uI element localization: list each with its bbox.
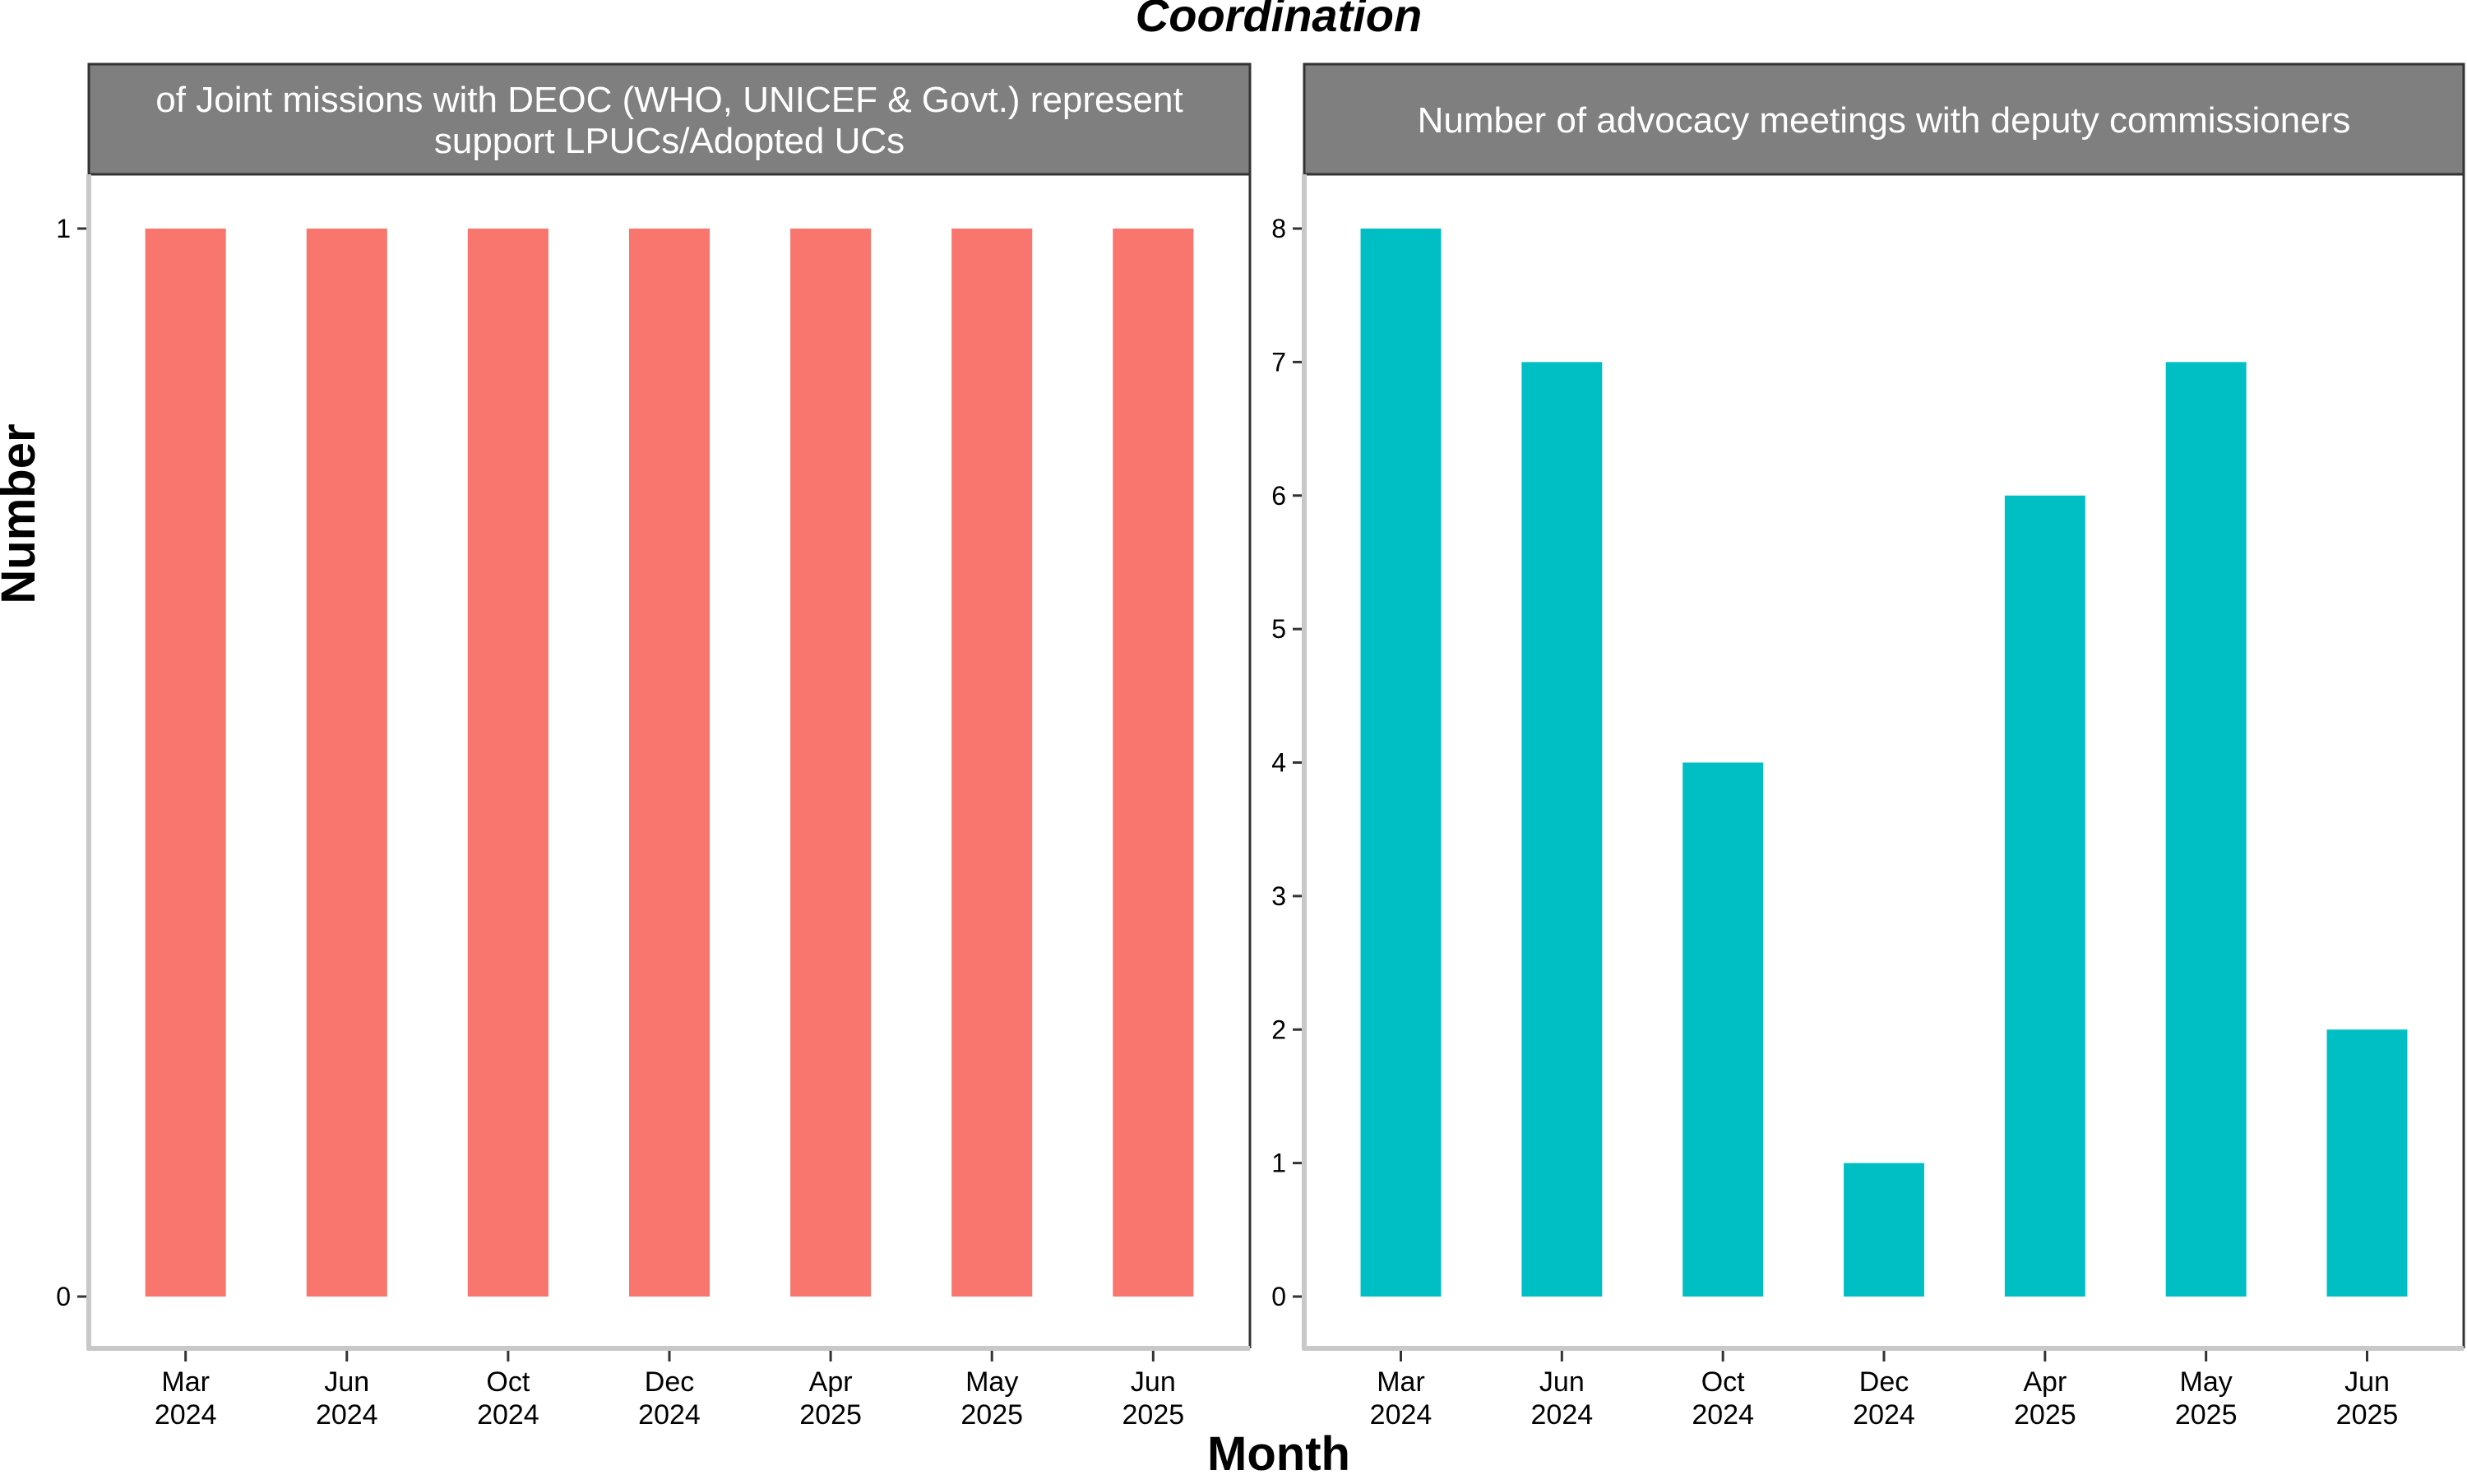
panel-1-x-tick-label-year: 2024 <box>638 1399 701 1431</box>
panel-1-x-tick-label-month: Oct <box>486 1366 530 1398</box>
panel-1-x-tick-label-month: Dec <box>645 1366 694 1398</box>
panel-1-x-tick-label-month: Apr <box>809 1366 853 1398</box>
panel-2-x-tick-label-month: Apr <box>2023 1366 2067 1398</box>
panel-1-bar <box>628 229 710 1297</box>
panel-1-bar <box>1113 229 1194 1297</box>
panel-2-y-tick-label: 6 <box>1271 481 1286 511</box>
panel-1-x-tick-label-year: 2025 <box>1122 1399 1185 1431</box>
panel-2-x-tick-label-month: Dec <box>1859 1366 1909 1398</box>
panel-1-x-tick-label-year: 2024 <box>155 1399 217 1431</box>
panel-2-x-tick-label-month: Mar <box>1377 1366 1425 1398</box>
panel-2-x-tick-label-year: 2024 <box>1692 1399 1754 1431</box>
chart-title: Coordination <box>1136 0 1422 41</box>
panel-1-bar <box>951 229 1033 1297</box>
panel-1-x-tick-label-month: Jun <box>1131 1366 1176 1398</box>
panel-1-strip-line-1: of Joint missions with DEOC (WHO, UNICEF… <box>155 80 1183 120</box>
panel-2-x-tick-label-month: Jun <box>1539 1366 1585 1398</box>
panel-2-x-tick-label-month: Jun <box>2344 1366 2390 1398</box>
panel-2-x-tick-label-year: 2024 <box>1370 1399 1433 1431</box>
panel-2-bar <box>2326 1029 2408 1297</box>
panel-2-x-tick-label-year: 2025 <box>2014 1399 2076 1431</box>
panel-2-x-tick-label-year: 2024 <box>1531 1399 1594 1431</box>
panel-1-strip-line-2: support LPUCs/Adopted UCs <box>434 121 905 161</box>
panel-2-y-tick-label: 4 <box>1271 748 1286 778</box>
panel-1-x-tick-label-year: 2025 <box>960 1399 1023 1431</box>
panel-1-strip <box>87 62 1252 176</box>
panel-2-x-tick-label-year: 2025 <box>2175 1399 2238 1431</box>
panel-2-bar <box>1682 762 1764 1297</box>
panel-1-x-tick-label-month: May <box>965 1366 1018 1398</box>
y-axis-title: Number <box>0 423 45 603</box>
panel-1-x-tick-label-month: Jun <box>324 1366 369 1398</box>
panel-2-y-tick-label: 2 <box>1271 1015 1286 1044</box>
panel-1-y-tick-label: 0 <box>56 1282 71 1311</box>
panel-1-x-tick-label-year: 2024 <box>477 1399 539 1431</box>
panel-2-bar <box>1844 1163 1924 1297</box>
panel-1-bar <box>306 229 387 1297</box>
panel-2: Number of advocacy meetings with deputy … <box>1271 62 2465 1431</box>
panel-1-bar <box>467 229 548 1297</box>
panel-2-y-tick-label: 5 <box>1271 614 1286 644</box>
panel-1-x-tick-label-year: 2025 <box>799 1399 862 1431</box>
panel-2-bar <box>1521 362 1603 1297</box>
x-axis-title: Month <box>1207 1427 1350 1480</box>
panel-2-x-tick-label-month: May <box>2180 1366 2233 1398</box>
panel-2-y-tick-label: 8 <box>1271 214 1286 243</box>
panel-2-bar <box>1360 229 1442 1297</box>
panel-1-x-tick-label-year: 2024 <box>316 1399 378 1431</box>
panel-2-x-tick-label-year: 2024 <box>1853 1399 1915 1431</box>
panel-2-y-tick-label: 0 <box>1271 1282 1286 1311</box>
panel-2-y-tick-label: 3 <box>1271 881 1286 911</box>
panel-1: of Joint missions with DEOC (WHO, UNICEF… <box>56 62 1252 1431</box>
panel-1-bar <box>790 229 872 1297</box>
panel-2-y-tick-label: 1 <box>1271 1149 1286 1178</box>
panel-1-y-tick-label: 1 <box>56 214 71 243</box>
panel-2-strip-line-1: Number of advocacy meetings with deputy … <box>1418 100 2351 141</box>
panel-1-bar <box>145 229 226 1297</box>
panel-2-strip <box>1303 62 2465 176</box>
panel-2-x-tick-label-year: 2025 <box>2336 1399 2399 1431</box>
panel-1-x-tick-label-month: Mar <box>161 1366 210 1398</box>
panel-2-bar <box>2165 362 2247 1297</box>
panel-2-bar <box>2004 495 2085 1297</box>
panel-2-x-tick-label-month: Oct <box>1701 1366 1745 1398</box>
panel-2-y-tick-label: 7 <box>1271 347 1286 377</box>
